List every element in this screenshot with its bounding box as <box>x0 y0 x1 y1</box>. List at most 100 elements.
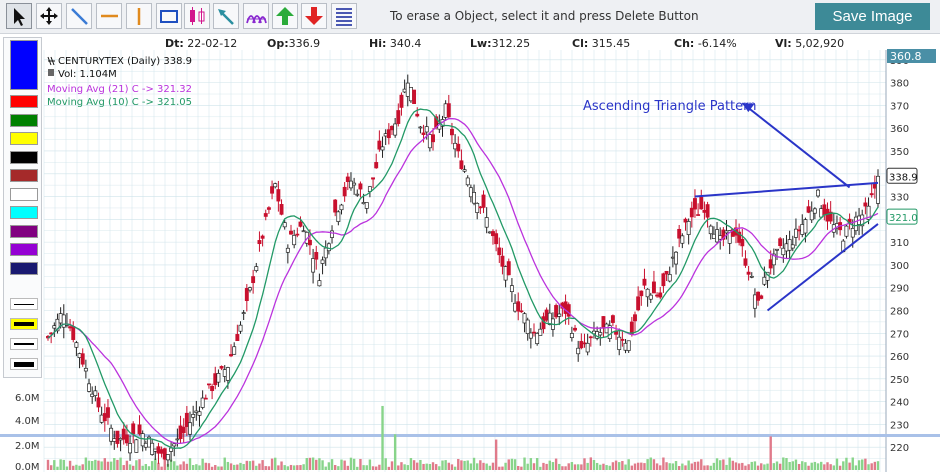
candle <box>689 201 694 228</box>
volume-bar <box>90 461 94 470</box>
color-swatch[interactable] <box>10 187 38 201</box>
rectangle-icon <box>160 10 178 23</box>
volume-bar <box>425 463 428 470</box>
volume-bar <box>289 464 293 470</box>
sell-arrow-tool[interactable] <box>301 3 327 29</box>
volume-bar <box>359 458 362 470</box>
color-swatch[interactable] <box>10 261 38 275</box>
volume-bar <box>719 460 722 470</box>
save-image-button[interactable]: Save Image <box>815 3 930 30</box>
price-tick-label: 310 <box>890 238 909 249</box>
candle <box>607 320 612 342</box>
price-tick-label: 370 <box>890 101 909 112</box>
volume-bar <box>261 460 264 470</box>
channel-tool[interactable] <box>331 3 357 29</box>
fibonacci-tool[interactable] <box>243 3 269 29</box>
volume-bar <box>270 458 274 470</box>
volume-bar <box>308 457 312 470</box>
volume-bar <box>712 462 716 470</box>
move-tool[interactable] <box>36 3 62 29</box>
candle <box>446 94 451 120</box>
volume-bar <box>434 464 438 470</box>
candle <box>620 331 625 347</box>
candle <box>746 265 751 281</box>
candle <box>412 89 417 105</box>
vertical-line-icon <box>137 8 141 25</box>
volume-bar <box>365 465 368 470</box>
line-style-medium[interactable] <box>10 338 38 350</box>
color-swatch[interactable] <box>10 150 38 164</box>
volume-bar <box>753 461 757 470</box>
volume-bar <box>649 457 652 470</box>
line-style-thick-yellow[interactable] <box>10 318 38 330</box>
price-tick-label: 280 <box>890 306 909 317</box>
buy-arrow-tool[interactable] <box>272 3 298 29</box>
volume-bar <box>589 457 593 470</box>
color-swatch[interactable] <box>10 113 38 127</box>
vertical-line-tool[interactable] <box>126 3 152 29</box>
pattern-drawings[interactable] <box>694 102 879 312</box>
volume-bar <box>81 464 84 470</box>
candle <box>266 206 271 214</box>
candle <box>229 344 233 358</box>
volume-bar <box>447 462 450 470</box>
volume-bar <box>785 458 788 470</box>
volume-bar <box>302 464 305 470</box>
candle <box>147 435 151 448</box>
color-swatch[interactable] <box>10 224 38 238</box>
color-swatch[interactable] <box>10 206 38 219</box>
volume-bar <box>599 464 602 470</box>
candle <box>525 317 530 341</box>
volume-bar <box>876 461 880 470</box>
volume-bar <box>662 457 665 470</box>
volume-bar <box>416 462 419 470</box>
candle <box>364 202 369 214</box>
volume-bar <box>296 465 299 470</box>
color-swatch-blue-large[interactable] <box>10 40 38 90</box>
color-swatch[interactable] <box>10 169 38 182</box>
price-tick-label: 270 <box>890 329 909 340</box>
candle <box>651 270 656 294</box>
line-style-thick[interactable] <box>10 358 38 370</box>
volume-bar <box>835 458 839 470</box>
volume-bar <box>214 465 217 470</box>
candle-tool[interactable] <box>184 3 210 29</box>
candle <box>165 454 170 467</box>
volume-bar <box>709 465 712 470</box>
volume-bar <box>384 458 387 470</box>
volume-bar <box>482 462 485 470</box>
candle <box>576 340 581 362</box>
volume-bar <box>453 466 457 470</box>
triangle-trendline[interactable] <box>766 223 879 312</box>
volume-bar <box>520 466 523 470</box>
color-swatch[interactable] <box>10 243 38 256</box>
volume-bar <box>163 458 166 470</box>
line-style-thin[interactable] <box>10 298 38 310</box>
trendline-tool[interactable] <box>66 3 92 29</box>
color-swatch[interactable] <box>10 132 38 145</box>
arrow-cursor-icon <box>14 8 25 26</box>
volume-bar <box>838 465 842 470</box>
candle <box>121 422 126 445</box>
candle <box>598 327 603 346</box>
candle <box>472 184 476 206</box>
volume-bar <box>674 461 678 470</box>
color-swatch[interactable] <box>10 95 38 108</box>
arrow-tool[interactable] <box>213 3 239 29</box>
rectangle-tool[interactable] <box>156 3 182 29</box>
annotation-arrow[interactable] <box>741 102 851 189</box>
candle <box>342 182 347 202</box>
volume-bar <box>677 466 681 470</box>
volume-bar <box>567 463 570 470</box>
volume-bar <box>305 458 308 470</box>
horizontal-line-tool[interactable] <box>96 3 122 29</box>
volume-bar <box>819 461 823 470</box>
volume-bar <box>428 464 432 470</box>
volume-bar <box>801 461 804 470</box>
pointer-tool[interactable] <box>6 3 32 29</box>
volume-bar <box>185 463 189 470</box>
volume-tick-label: 2.0M <box>15 441 40 452</box>
volume-bar <box>476 463 479 470</box>
change-value: -6.14% <box>697 37 737 50</box>
